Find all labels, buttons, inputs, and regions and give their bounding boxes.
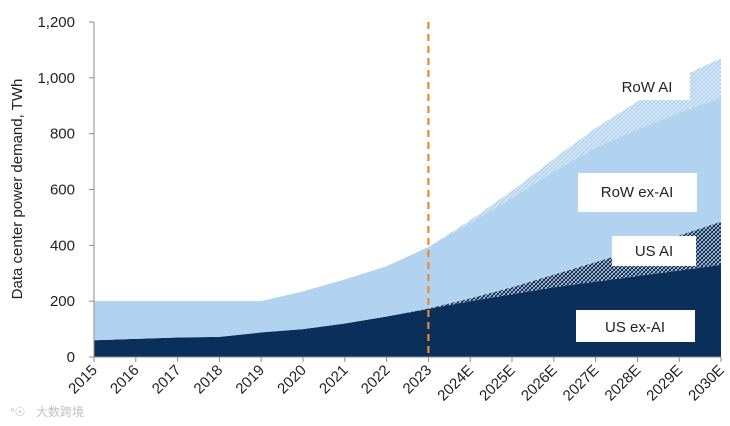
x-tick-label: 2023 [400, 362, 436, 398]
x-tick-label: 2017 [149, 362, 185, 398]
x-tick-label: 2022 [358, 362, 394, 398]
series-label-us-ai: US AI [635, 243, 673, 260]
label-us-ai: US AI [612, 236, 696, 266]
watermark: ᐡ☉ 大数跨境 [10, 404, 84, 419]
stacked-areas [94, 58, 721, 357]
y-tick-label: 600 [50, 182, 75, 199]
area-row-ex-ai [94, 97, 721, 341]
y-axis-label: Data center power demand, TWh [9, 79, 26, 300]
x-tick-label: 2025E [476, 362, 519, 405]
series-label-row-ex-ai: RoW ex-AI [601, 184, 674, 201]
x-axis-ticks: 2015 2016 2017 2018 2019 2020 2021 2022 2023 2024… [65, 357, 728, 404]
area-us-ai [94, 221, 721, 341]
y-axis-ticks: 0 200 400 600 800 1,000 1,200 [37, 14, 94, 366]
watermark-text: 大数跨境 [36, 404, 84, 419]
x-tick-label: 2026E [518, 362, 561, 405]
x-tick-label: 2019 [232, 362, 268, 398]
x-tick-label: 2027E [560, 362, 603, 405]
x-tick-label: 2015 [65, 362, 101, 398]
y-tick-label: 400 [50, 237, 75, 254]
y-tick-label: 800 [50, 126, 75, 143]
y-tick-label: 0 [67, 349, 75, 366]
series-label-us-ex-ai: US ex-AI [605, 319, 665, 336]
y-tick-label: 1,200 [37, 14, 75, 31]
y-tick-label: 200 [50, 293, 75, 310]
x-tick-label: 2028E [602, 362, 645, 405]
series-label-row-ai: RoW AI [622, 79, 673, 96]
x-tick-label: 2024E [434, 362, 477, 405]
x-tick-label: 2016 [107, 362, 143, 398]
label-us-ex-ai: US ex-AI [576, 310, 695, 342]
y-tick-label: 1,000 [37, 70, 75, 87]
x-tick-label: 2029E [643, 362, 686, 405]
x-tick-label: 2020 [274, 362, 310, 398]
x-tick-label: 2021 [316, 362, 352, 398]
label-row-ai: RoW AI [604, 73, 690, 100]
label-row-ex-ai: RoW ex-AI [578, 173, 697, 212]
area-us-ex-ai [94, 264, 721, 357]
watermark-icon: ᐡ☉ [10, 405, 25, 419]
x-tick-label: 2018 [191, 362, 227, 398]
x-tick-label: 2030E [685, 362, 728, 405]
